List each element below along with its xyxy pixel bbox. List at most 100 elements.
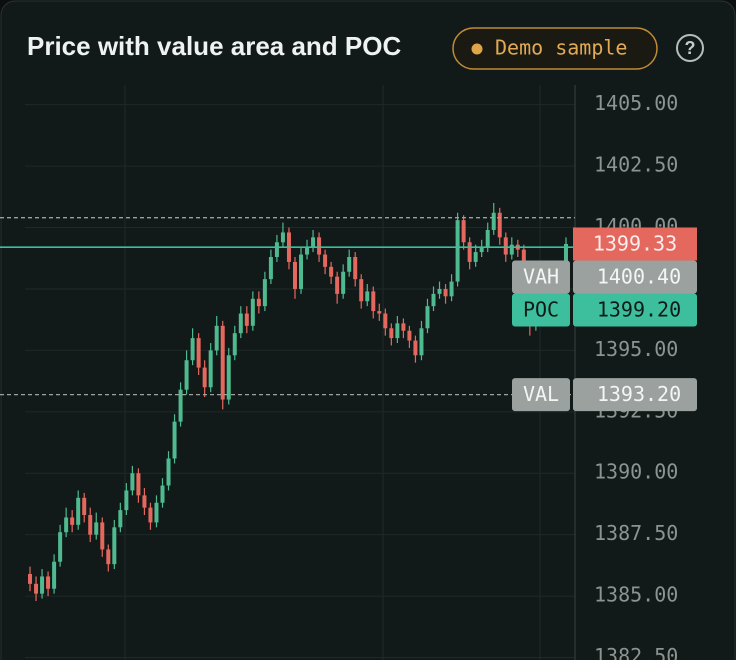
plot	[124, 85, 541, 660]
candle-body	[299, 254, 304, 289]
candle-body	[70, 517, 75, 525]
candle-body	[46, 576, 51, 589]
candle-body	[112, 527, 117, 565]
candle-body	[485, 229, 490, 248]
candle-body	[347, 257, 352, 272]
candle-body	[274, 242, 279, 258]
candle-body	[503, 237, 508, 255]
level-value: 1399.20	[597, 297, 681, 321]
candle-body	[34, 583, 39, 594]
candle-body	[413, 340, 418, 356]
candle-body	[317, 237, 322, 255]
candle-body	[425, 306, 430, 329]
candle-body	[232, 333, 237, 356]
candle-body	[88, 515, 93, 535]
level-value-box	[573, 260, 697, 294]
candle-body	[419, 328, 424, 356]
candle-body	[106, 549, 111, 565]
candle-body	[377, 311, 382, 314]
candle-body	[244, 313, 249, 326]
candle-body	[64, 517, 69, 533]
candle-body	[172, 421, 177, 459]
level-value-box	[573, 378, 697, 412]
candle-body	[437, 288, 442, 294]
help-text[interactable]: ?	[685, 38, 696, 58]
candle-body	[28, 573, 33, 584]
last-price-label: 1399.33	[593, 231, 677, 255]
candle-body	[292, 261, 297, 289]
y-tick-label: 1390.00	[594, 460, 678, 484]
candle-body	[455, 220, 460, 282]
candle-body	[407, 330, 412, 341]
candle-body	[395, 323, 400, 339]
level-tag: VAL	[523, 382, 559, 406]
last-price-box	[573, 227, 697, 261]
y-tick-label: 1395.00	[594, 337, 678, 361]
candle-body	[371, 291, 376, 312]
candle-body	[196, 338, 201, 368]
candle-body	[142, 495, 147, 508]
candle-body	[280, 232, 285, 243]
candle-body	[262, 279, 267, 307]
candle-body	[461, 220, 466, 243]
level-tag-box	[512, 260, 570, 294]
y-tick-label: 1385.00	[594, 583, 678, 607]
badge-text: Demo sample	[495, 36, 627, 60]
level-tag: POC	[523, 297, 559, 321]
candle-body	[58, 532, 63, 562]
level-value: 1393.20	[597, 382, 681, 406]
candle-body	[94, 522, 99, 535]
candle-body	[52, 561, 57, 589]
candle-body	[497, 212, 502, 238]
candle-body	[250, 298, 255, 326]
candle-body	[160, 485, 165, 503]
candle-body	[256, 298, 261, 307]
candle-body	[563, 243, 568, 272]
candle-body	[178, 389, 183, 422]
candle-body	[443, 288, 448, 297]
candle-body	[166, 458, 171, 486]
candle-body	[118, 510, 123, 528]
y-tick-label: 1382.50	[594, 644, 678, 660]
level-tag: VAH	[523, 264, 559, 288]
help-icon[interactable]	[676, 34, 704, 62]
badge	[452, 27, 658, 70]
candle-body	[359, 279, 364, 302]
y-tick-label: 1402.50	[594, 153, 678, 177]
badge-dot	[471, 43, 483, 55]
level-tag-box	[512, 378, 570, 412]
candle-body	[329, 266, 334, 277]
candle-body	[40, 576, 45, 594]
candle-body	[365, 291, 370, 302]
candle-body	[220, 325, 225, 400]
candle-body	[208, 350, 213, 388]
candle-body	[268, 257, 273, 280]
candle-body	[238, 313, 243, 334]
candle-body	[148, 507, 153, 523]
candle-body	[214, 325, 219, 351]
candle-body	[130, 473, 135, 491]
candle-body	[341, 271, 346, 294]
candle-body	[449, 281, 454, 297]
candle-body	[401, 323, 406, 331]
candle-body	[82, 497, 87, 516]
candle-body	[323, 254, 328, 267]
candle-body	[335, 276, 340, 294]
candle-body	[509, 244, 514, 255]
candle-body	[305, 247, 310, 255]
candle-body	[226, 355, 231, 400]
candle-body	[190, 338, 195, 361]
level-value-box	[573, 293, 697, 327]
candle-body	[154, 502, 159, 523]
candle-body	[431, 293, 436, 307]
candle-body	[491, 212, 496, 230]
candle-body	[136, 473, 141, 496]
candle-body	[353, 257, 358, 280]
candle-body	[389, 328, 394, 339]
candle-body	[473, 252, 478, 262]
level-value: 1400.40	[597, 264, 681, 288]
candle-body	[100, 522, 105, 550]
candle-body	[202, 367, 207, 388]
